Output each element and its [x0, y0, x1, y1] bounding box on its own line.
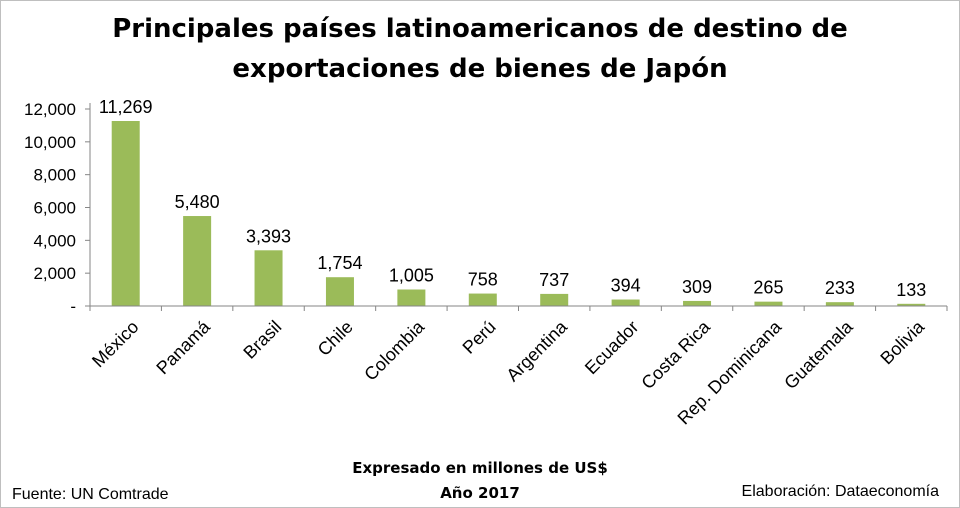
- chart-title-line-2: exportaciones de bienes de Japón: [232, 54, 728, 84]
- y-tick-label: -: [70, 297, 76, 316]
- bar: [111, 121, 140, 306]
- value-labels: 11,269 5,480 3,393 1,754 1,005 758 737 394 309 26…: [99, 97, 926, 300]
- x-axis: México Panamá Brasil Chile Colombia Perú Argen…: [88, 305, 948, 428]
- bar-value-label: 737: [539, 270, 569, 290]
- bar: [611, 299, 640, 306]
- bar: [540, 293, 569, 306]
- bar-value-label: 265: [753, 278, 783, 298]
- bar-value-label: 11,269: [99, 97, 153, 117]
- bar-value-label: 5,480: [175, 192, 220, 212]
- bar: [183, 216, 212, 306]
- x-category-label: Guatemala: [780, 316, 857, 393]
- y-tick-label: 10,000: [24, 133, 76, 152]
- bar-value-label: 3,393: [246, 226, 291, 246]
- chart-title: Principales países latinoamericanos de d…: [1, 9, 959, 89]
- year-note: Año 2017: [440, 484, 520, 502]
- bar: [683, 300, 712, 306]
- bar: [897, 303, 926, 306]
- y-tick-label: 12,000: [24, 100, 76, 119]
- bar-value-label: 133: [896, 280, 926, 300]
- x-category-label: Panamá: [152, 316, 214, 378]
- x-category-label: Chile: [314, 317, 357, 360]
- x-category-label: Brasil: [239, 317, 285, 363]
- x-category-label: México: [88, 317, 142, 371]
- y-tick-label: 6,000: [33, 199, 76, 218]
- bar: [254, 250, 283, 306]
- bar-value-label: 394: [611, 276, 641, 296]
- y-tick-label: 4,000: [33, 231, 76, 250]
- bar-value-label: 758: [468, 270, 498, 290]
- y-tick-label: 2,000: [33, 264, 76, 283]
- bars: [111, 121, 926, 306]
- bar: [754, 301, 783, 306]
- bar: [325, 277, 354, 306]
- y-axis: - 2,000 4,000 6,000 8,000 10,000 12,000: [24, 100, 91, 316]
- unit-note: Expresado en millones de US$: [352, 459, 608, 477]
- bar: [468, 293, 497, 306]
- chart-title-line-1: Principales países latinoamericanos de d…: [112, 14, 848, 44]
- y-tick-label: 8,000: [33, 166, 76, 185]
- bar: [825, 302, 854, 306]
- x-category-label: Costa Rica: [637, 316, 714, 393]
- bar-chart: - 2,000 4,000 6,000 8,000 10,000 12,000 11,269…: [24, 97, 948, 428]
- x-category-label: Bolivia: [876, 316, 928, 368]
- x-category-label: Argentina: [502, 316, 571, 385]
- bar-value-label: 309: [682, 277, 712, 297]
- credit-label: Elaboración: Dataeconomía: [741, 483, 939, 500]
- bar-value-label: 1,754: [317, 253, 362, 273]
- bar-value-label: 1,005: [389, 266, 434, 286]
- x-category-label: Ecuador: [581, 317, 643, 379]
- x-category-label: Colombia: [360, 316, 429, 385]
- bar-value-label: 233: [825, 278, 855, 298]
- source-label: Fuente: UN Comtrade: [12, 486, 169, 503]
- x-category-label: Perú: [459, 317, 500, 358]
- bar: [397, 289, 426, 306]
